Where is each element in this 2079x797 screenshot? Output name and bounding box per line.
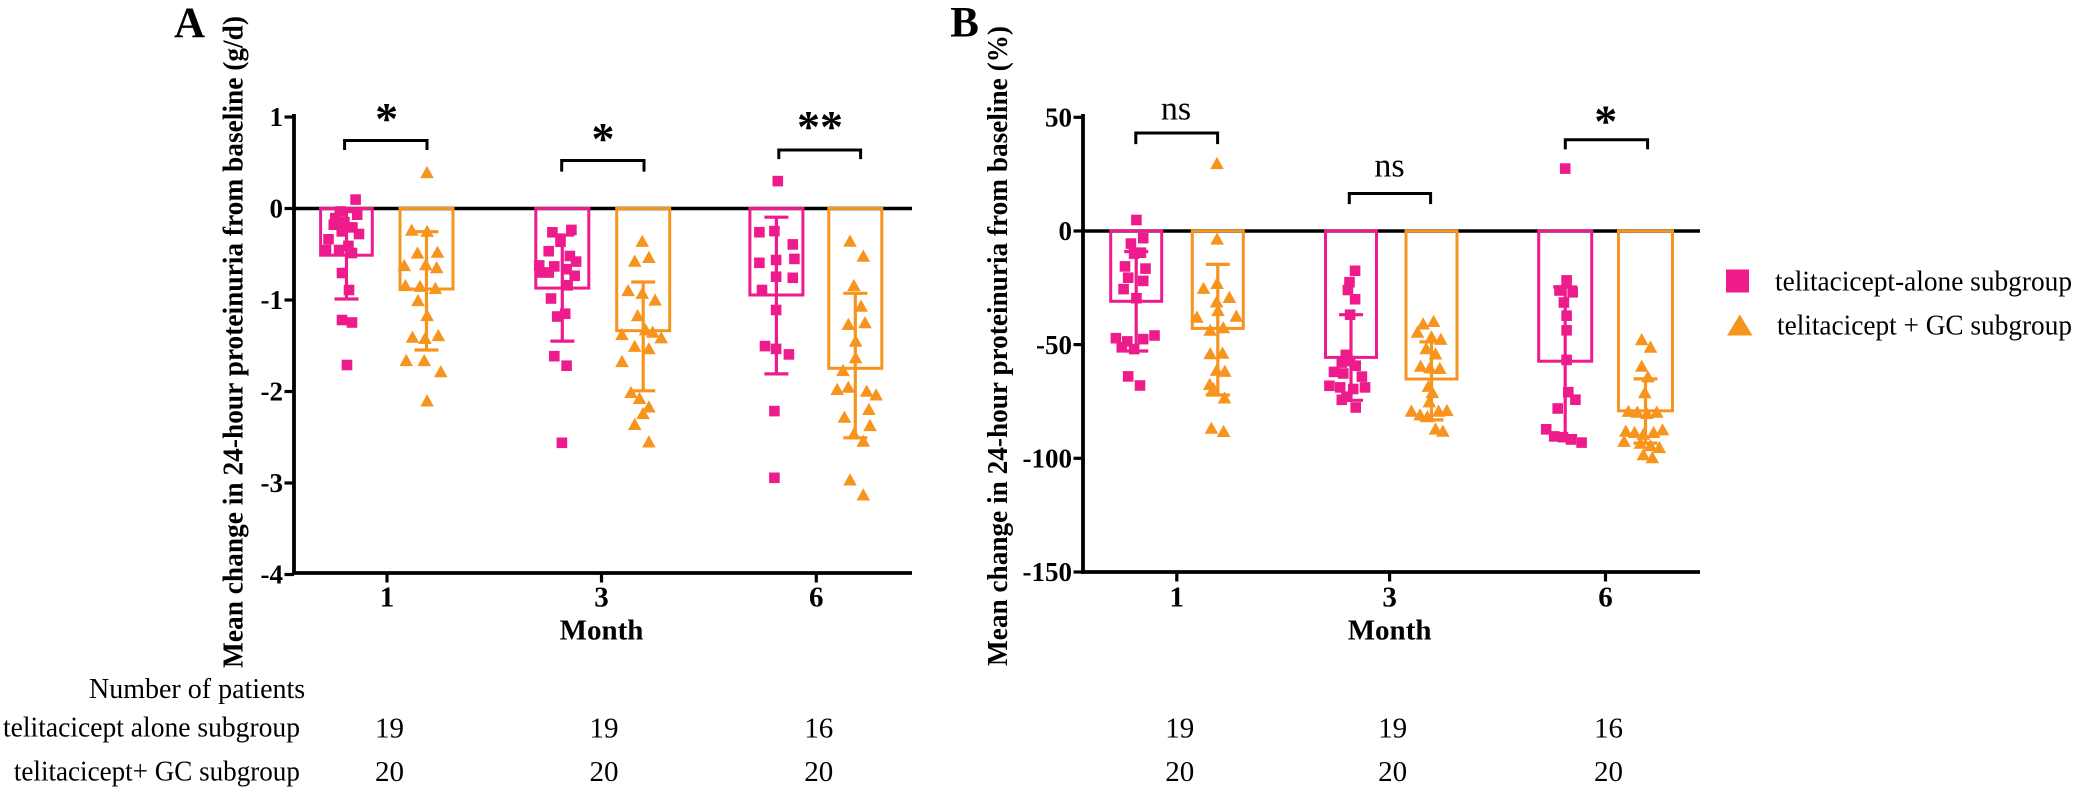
svg-text:6: 6 <box>809 582 824 614</box>
svg-text:-50: -50 <box>1036 330 1072 360</box>
svg-text:telitacicept+ GC subgroup: telitacicept+ GC subgroup <box>14 756 300 787</box>
svg-text:Mean change in 24-hour protein: Mean change in 24-hour proteinuria from … <box>217 16 249 668</box>
svg-text:-150: -150 <box>1023 557 1073 587</box>
svg-text:20: 20 <box>804 756 833 788</box>
svg-text:-1: -1 <box>261 285 284 315</box>
svg-text:-2: -2 <box>261 377 284 407</box>
svg-text:19: 19 <box>1165 713 1194 745</box>
svg-text:6: 6 <box>1598 582 1613 614</box>
svg-text:0: 0 <box>1059 216 1073 246</box>
svg-text:ns: ns <box>1374 147 1404 184</box>
svg-text:19: 19 <box>375 713 404 745</box>
svg-text:20: 20 <box>590 756 619 788</box>
svg-text:1: 1 <box>380 582 395 614</box>
svg-text:19: 19 <box>1378 713 1407 745</box>
svg-text:20: 20 <box>375 756 404 788</box>
svg-text:20: 20 <box>1594 756 1623 788</box>
svg-text:3: 3 <box>594 582 609 614</box>
svg-text:telitacicept-alone subgroup: telitacicept-alone subgroup <box>1775 266 2072 298</box>
svg-text:ns: ns <box>1161 90 1191 127</box>
svg-text:*: * <box>592 113 615 164</box>
svg-text:3: 3 <box>1382 582 1397 614</box>
svg-text:Month: Month <box>560 615 644 647</box>
svg-text:Month: Month <box>1348 615 1432 647</box>
svg-text:Number of patients: Number of patients <box>89 674 305 705</box>
svg-text:16: 16 <box>1594 713 1623 745</box>
svg-text:-100: -100 <box>1023 444 1073 474</box>
svg-text:-3: -3 <box>261 468 284 498</box>
svg-text:50: 50 <box>1045 103 1072 133</box>
svg-text:*: * <box>375 93 398 144</box>
svg-text:0: 0 <box>270 194 284 224</box>
svg-text:19: 19 <box>590 713 619 745</box>
svg-text:B: B <box>950 0 979 47</box>
svg-text:telitacicept alone subgroup: telitacicept alone subgroup <box>3 713 300 744</box>
svg-text:A: A <box>174 0 205 47</box>
svg-text:20: 20 <box>1165 756 1194 788</box>
svg-text:16: 16 <box>804 713 833 745</box>
svg-text:20: 20 <box>1378 756 1407 788</box>
svg-text:1: 1 <box>1170 582 1185 614</box>
svg-text:-4: -4 <box>261 560 284 590</box>
svg-text:telitacicept + GC subgroup: telitacicept + GC subgroup <box>1777 310 2072 342</box>
svg-text:*: * <box>1594 96 1617 147</box>
svg-text:1: 1 <box>270 102 284 132</box>
svg-text:Mean change in 24-hour protein: Mean change in 24-hour proteinuria from … <box>982 26 1014 666</box>
svg-text:**: ** <box>797 101 843 152</box>
